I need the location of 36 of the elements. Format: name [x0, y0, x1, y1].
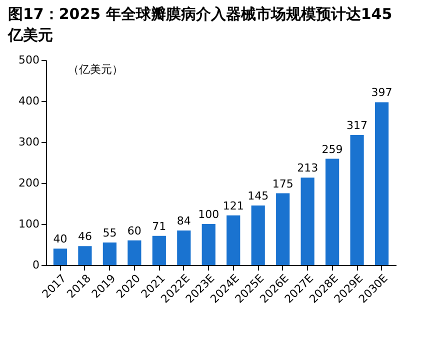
bar [276, 193, 290, 265]
bar [326, 158, 340, 265]
data-label: 40 [53, 232, 68, 246]
data-label: 84 [176, 214, 191, 228]
y-tick-label: 0 [32, 258, 40, 272]
bar [226, 215, 240, 265]
y-tick-label: 100 [18, 218, 40, 230]
y-tick-label: 500 [18, 54, 40, 66]
chart-title: 图17：2025 年全球瓣膜病介入器械市场规模预计达145 亿美元 [6, 4, 394, 46]
bar [300, 178, 314, 265]
y-tick-label: 400 [18, 94, 40, 108]
data-label: 46 [78, 230, 92, 244]
data-label: 397 [371, 86, 392, 100]
data-label: 213 [297, 162, 318, 175]
data-label: 259 [322, 142, 343, 156]
data-label: 100 [198, 208, 220, 221]
y-tick-label: 300 [18, 136, 40, 148]
y-tick-label: 200 [18, 176, 40, 190]
bar [177, 230, 191, 265]
bar [202, 224, 216, 265]
data-label: 55 [102, 226, 117, 240]
bar [128, 240, 142, 265]
data-label: 121 [222, 199, 244, 212]
data-label: 71 [152, 220, 166, 233]
data-label: 175 [272, 177, 294, 190]
bar [78, 246, 92, 265]
bar [350, 135, 364, 265]
annotation: （亿美元） [68, 63, 123, 76]
bar [152, 236, 166, 265]
bar [53, 248, 68, 265]
bar [251, 206, 265, 265]
data-label: 145 [248, 190, 269, 203]
data-label: 60 [127, 224, 142, 238]
bar [374, 102, 389, 265]
data-label: 317 [346, 119, 368, 132]
bar [102, 242, 116, 265]
